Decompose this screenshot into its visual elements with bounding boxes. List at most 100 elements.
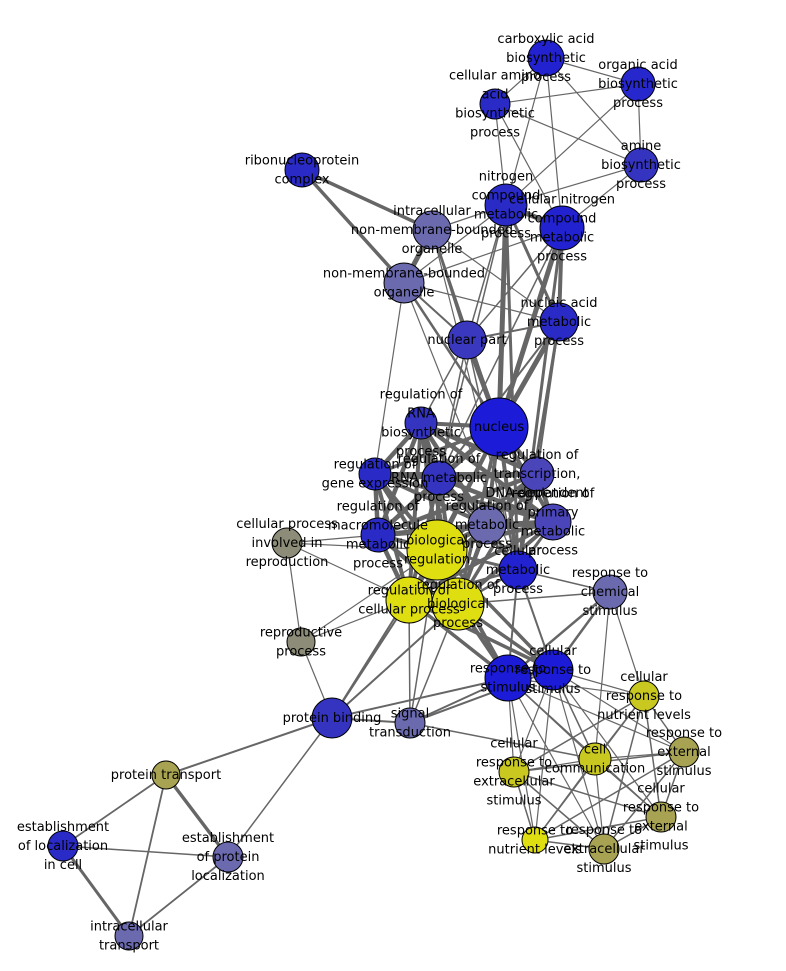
graph-node-nucleus[interactable] [469,397,529,457]
graph-node-carboxylic-acid-biosynthetic-process[interactable] [527,39,565,77]
graph-node-regulation-of-rna-metabolic-process[interactable] [421,460,457,496]
graph-edge [609,591,645,697]
graph-node-label: nuclear part [427,333,506,348]
graph-node-intracellular-transport[interactable] [114,921,144,951]
graph-edge [545,57,563,229]
graph-node-reproductive-process[interactable] [286,627,316,657]
graph-node-label: cellular response to extracellular stimulus [473,736,555,808]
graph-node-signal-transduction[interactable] [394,707,426,739]
graph-node-label: regulation of biological process [417,578,500,631]
graph-edge [403,227,563,284]
graph-node-intracellular-non-membrane-bounded-organelle[interactable] [412,210,452,250]
graph-edge [374,282,405,475]
graph-node-label: regulation of RNA biosynthetic process [380,387,463,459]
graph-edge [505,57,547,206]
graph-edge [603,751,685,850]
graph-edge [534,758,596,841]
graph-edge [373,472,489,527]
graph-edge [438,227,563,479]
graph-node-label: regulation of cellular process [358,583,460,617]
graph-node-biological-regulation[interactable] [406,519,468,581]
graph-edge [507,677,685,753]
graph-node-label: response to external stimulus [646,726,722,779]
graph-edge [409,722,596,760]
graph-edge [431,229,519,571]
graph-edge [300,168,434,232]
graph-node-label: ribonucleoprotein complex [245,153,360,187]
graph-node-non-membrane-bounded-organelle[interactable] [383,262,425,304]
graph-node-response-to-nutrient-levels[interactable] [521,826,549,854]
graph-node-label: establishment of localization in cell [17,820,109,873]
graph-edge [62,774,167,847]
graph-node-regulation-of-metabolic-process[interactable] [467,505,507,545]
graph-node-label: amine biosynthetic process [601,139,681,192]
graph-node-regulation-of-macromolecule-metabolic-process[interactable] [360,517,396,553]
graph-node-establishment-of-protein-localization[interactable] [212,841,244,873]
graph-edge [164,773,230,859]
graph-edge [403,282,560,323]
graph-node-label: response to nutrient levels [488,823,582,857]
graph-node-ribonucleoprotein-complex[interactable] [284,152,320,188]
graph-edge [513,771,662,818]
labels-layer: carboxylic acid biosynthetic processorgani… [17,32,722,954]
graph-node-establishment-of-localization-in-cell[interactable] [47,830,79,862]
graph-node-organic-acid-biosynthetic-process[interactable] [620,66,656,102]
graph-node-label: cellular nitrogen compound metabolic proces… [509,192,615,264]
graph-node-label: regulation of transcription, DNA-dependent [485,448,588,501]
graph-node-label: biological regulation [404,533,470,567]
graph-node-nuclear-part[interactable] [447,320,487,360]
graph-node-label: carboxylic acid biosynthetic process [497,32,594,85]
nodes-layer[interactable] [47,39,700,951]
graph-node-protein-binding[interactable] [311,697,353,739]
graph-node-label: non-membrane-bounded organelle [323,266,485,300]
graph-node-regulation-of-gene-expression[interactable] [358,457,392,491]
graph-node-cellular-process-involved-in-reproduction[interactable] [271,527,303,559]
graph-edge [466,227,563,341]
graph-node-regulation-of-rna-biosynthetic-process[interactable] [404,406,438,440]
graph-node-label: cell communication [545,742,646,776]
graph-edge [534,816,662,841]
graph-edge [505,164,642,206]
graph-node-regulation-of-primary-metabolic-process[interactable] [534,503,572,541]
graph-node-cellular-response-to-extracellular-stimulus[interactable] [498,756,530,788]
graph-edge [61,844,131,938]
graph-edge [534,751,685,841]
graph-edge [507,677,605,850]
graph-node-cell-communication[interactable] [578,742,612,776]
graph-node-response-to-chemical-stimulus[interactable] [592,574,628,610]
graph-node-nucleic-acid-metabolic-process[interactable] [539,302,579,342]
graph-node-label: cellular response to external stimulus [623,781,699,853]
graph-edge [373,472,555,524]
graph-node-cellular-response-to-stimulus[interactable] [532,649,574,691]
graph-node-label: establishment of protein localization [182,831,274,884]
graph-node-label: signal transduction [369,706,451,740]
graph-node-label: nucleic acid metabolic process [520,296,597,349]
graph-node-response-to-extracellular-stimulus[interactable] [588,833,620,865]
graph-edge [375,471,540,538]
graph-node-label: response to extracellular stimulus [563,823,645,876]
graph-edge [165,717,333,776]
graph-node-regulation-of-transcription-dna-dependent[interactable] [519,456,555,492]
graph-node-regulation-of-biological-process[interactable] [431,577,485,631]
graph-node-label: cellular response to nutrient levels [597,670,691,723]
graph-node-label: cellular process involved in reproduction [236,517,338,570]
graph-edge [331,677,509,719]
graph-edge [513,695,645,773]
graph-node-cellular-response-to-external-stimulus[interactable] [645,801,677,833]
graph-node-label: nitrogen compound metabolic process [472,169,541,241]
graph-node-response-to-external-stimulus[interactable] [668,736,700,768]
graph-node-label: response to stimulus [470,661,546,695]
graph-node-cellular-metabolic-process[interactable] [498,550,538,590]
graph-node-nitrogen-compound-metabolic-process[interactable] [484,183,528,227]
graph-edge [227,717,333,858]
graph-node-protein-transport[interactable] [151,760,181,790]
graph-edge [643,695,662,818]
graph-node-cellular-amino-acid-biosynthetic-process[interactable] [479,88,511,120]
graph-node-response-to-stimulus[interactable] [484,654,532,702]
graph-node-cellular-nitrogen-compound-metabolic-process[interactable] [539,205,585,251]
graph-node-amine-biosynthetic-process[interactable] [623,147,659,183]
graph-edge [505,83,639,206]
graph-node-cellular-response-to-nutrient-levels[interactable] [628,680,660,712]
